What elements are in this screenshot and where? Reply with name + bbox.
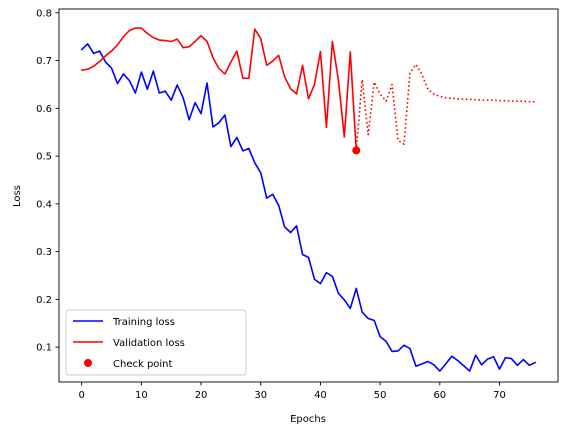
x-tick-label: 40 xyxy=(314,390,327,401)
y-tick-label: 0.1 xyxy=(36,343,52,354)
x-tick-label: 10 xyxy=(135,390,148,401)
legend-label-validation: Validation loss xyxy=(113,338,185,349)
y-tick-label: 0.2 xyxy=(36,295,52,306)
y-tick-label: 0.4 xyxy=(36,199,52,210)
x-tick-label: 70 xyxy=(493,390,506,401)
checkpoint-marker xyxy=(352,146,360,154)
x-tick-label: 50 xyxy=(374,390,387,401)
x-tick-label: 0 xyxy=(78,390,84,401)
points-layer xyxy=(352,146,360,154)
x-axis-title: Epochs xyxy=(290,414,326,425)
y-tick-label: 0.5 xyxy=(36,152,52,163)
y-tick-label: 0.7 xyxy=(36,56,52,67)
x-tick-label: 60 xyxy=(433,390,446,401)
legend-swatch-checkpoint xyxy=(84,359,92,367)
x-tick-label: 20 xyxy=(195,390,208,401)
y-tick-label: 0.6 xyxy=(36,104,52,115)
y-tick-label: 0.3 xyxy=(36,247,52,258)
x-tick-label: 30 xyxy=(254,390,267,401)
y-axis-title: Loss xyxy=(12,185,23,207)
legend-label-checkpoint: Check point xyxy=(113,359,173,370)
legend: Training loss Validation loss Check poin… xyxy=(66,310,246,375)
y-tick-label: 0.8 xyxy=(36,8,52,19)
legend-label-training: Training loss xyxy=(112,317,175,328)
